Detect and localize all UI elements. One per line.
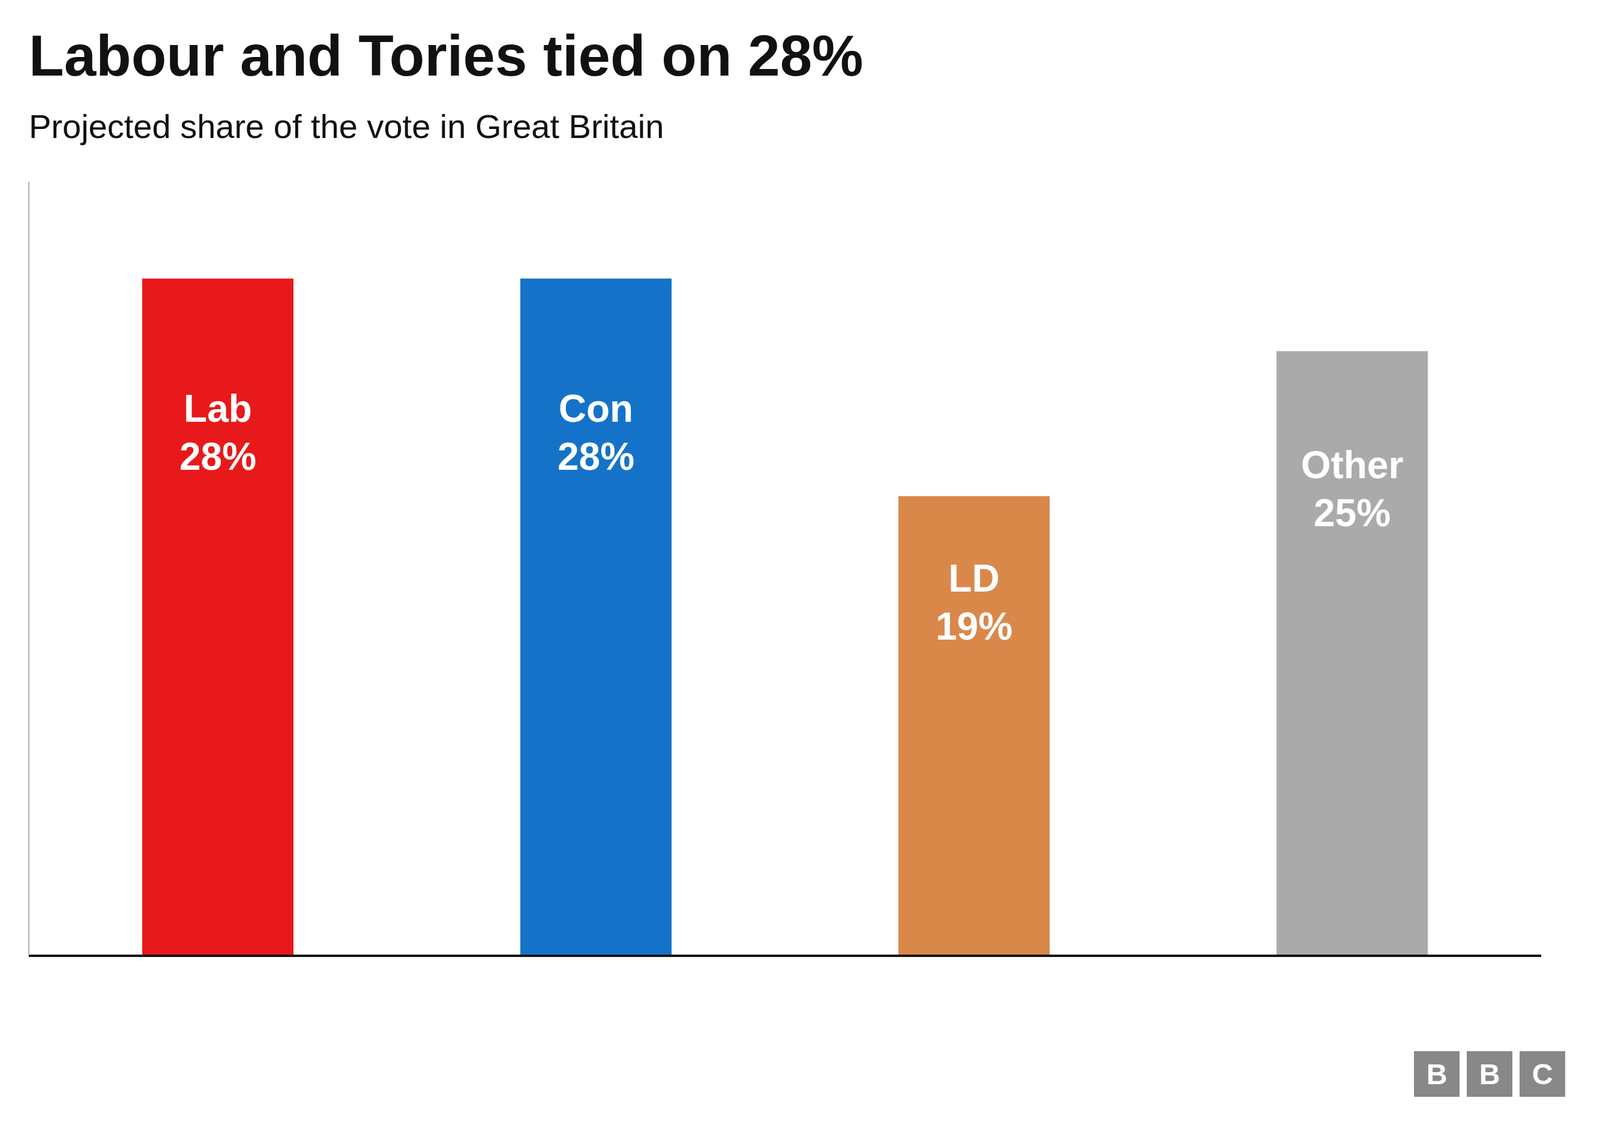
html-text:B: B bbox=[1426, 1058, 1448, 1091]
svg-text:Con28%: Con28% bbox=[557, 387, 635, 479]
svg-text:LD19%: LD19% bbox=[935, 556, 1013, 649]
svg-text:Other25%: Other25% bbox=[1301, 443, 1404, 535]
html-text:B: B bbox=[1479, 1058, 1500, 1091]
svg-text:Lab28%: Lab28% bbox=[179, 387, 257, 479]
html-text:C: C bbox=[1532, 1058, 1553, 1091]
html-text:Labour and Tories tied on 28%: Labour and Tories tied on 28% bbox=[28, 23, 864, 88]
html-text:Projected share of the vote in: Projected share of the vote in Great Bri… bbox=[28, 107, 664, 146]
